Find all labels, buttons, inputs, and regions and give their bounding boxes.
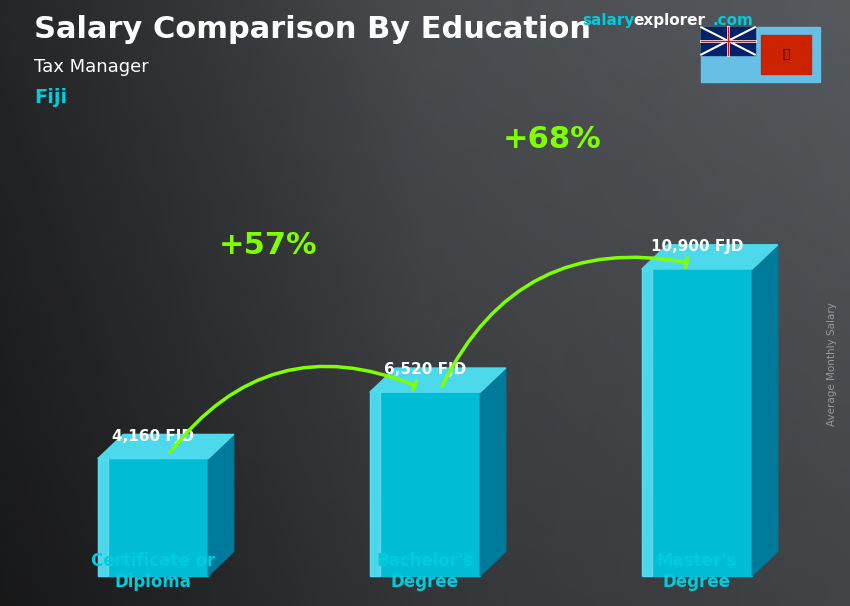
Text: salary: salary	[582, 13, 635, 28]
Polygon shape	[642, 269, 652, 576]
Text: 4,160 FJD: 4,160 FJD	[112, 428, 194, 444]
Polygon shape	[98, 435, 234, 459]
Text: Average Monthly Salary: Average Monthly Salary	[827, 302, 837, 425]
Text: +68%: +68%	[503, 125, 602, 154]
Bar	[701, 27, 755, 55]
Text: explorer: explorer	[633, 13, 706, 28]
Polygon shape	[642, 245, 778, 269]
Text: 6,520 FJD: 6,520 FJD	[384, 362, 466, 377]
Polygon shape	[752, 245, 778, 576]
Polygon shape	[370, 368, 506, 392]
Text: Master's
Degree: Master's Degree	[657, 552, 737, 591]
Text: Tax Manager: Tax Manager	[34, 58, 149, 76]
Polygon shape	[98, 459, 208, 576]
Text: +57%: +57%	[218, 231, 317, 260]
Text: Salary Comparison By Education: Salary Comparison By Education	[34, 15, 591, 44]
Bar	[701, 27, 820, 82]
Text: .com: .com	[712, 13, 753, 28]
Text: Bachelor's
Degree: Bachelor's Degree	[377, 552, 473, 591]
Bar	[761, 35, 811, 74]
Polygon shape	[370, 392, 380, 576]
Text: 10,900 FJD: 10,900 FJD	[651, 239, 743, 254]
Polygon shape	[370, 392, 480, 576]
Text: Certificate or
Diploma: Certificate or Diploma	[91, 552, 215, 591]
Polygon shape	[208, 435, 234, 576]
Polygon shape	[480, 368, 506, 576]
Polygon shape	[98, 459, 108, 576]
Text: 🛡: 🛡	[782, 48, 790, 61]
Polygon shape	[642, 269, 752, 576]
Text: Fiji: Fiji	[34, 88, 67, 107]
